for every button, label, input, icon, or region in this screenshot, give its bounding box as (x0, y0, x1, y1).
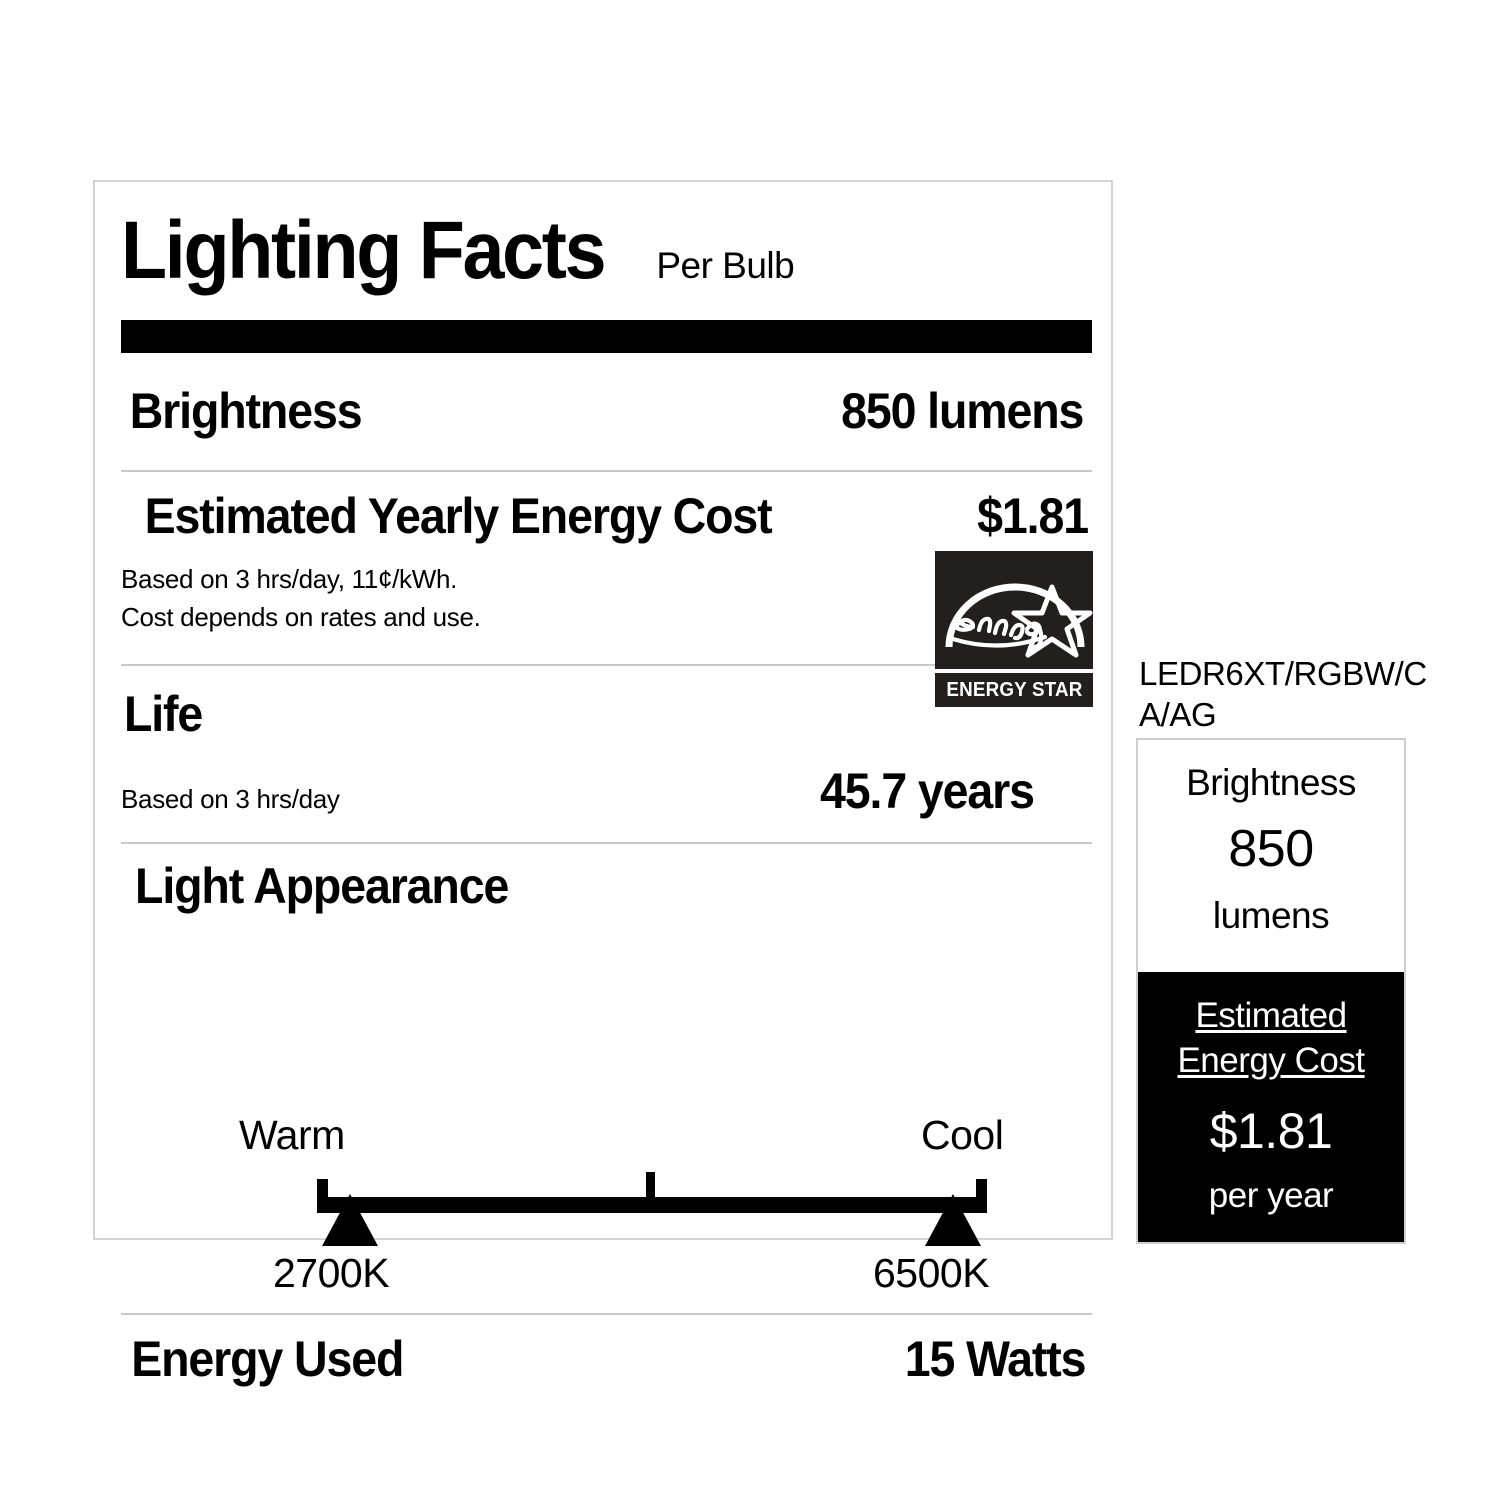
row-energy-used: Energy Used 15 Watts (121, 1330, 1092, 1388)
title-rule (121, 320, 1092, 353)
scale-marker-warm-icon (322, 1194, 378, 1246)
energy-star-logo: ENERGY STAR (935, 551, 1093, 707)
energy-cost-value: $1.81 (977, 488, 1089, 544)
scale-cool-label: Cool (921, 1112, 1004, 1158)
side-energy-cost-value: $1.81 (1209, 1102, 1333, 1159)
side-brightness-block: Brightness 850 lumens (1138, 740, 1404, 972)
row-energy-cost: Estimated Yearly Energy Cost $1.81 (121, 487, 1092, 545)
divider-after-brightness (121, 470, 1092, 472)
energy-cost-label: Estimated Yearly Energy Cost (144, 488, 773, 544)
side-summary-panel: Brightness 850 lumens Estimated Energy C… (1136, 738, 1406, 1244)
row-brightness: Brightness 850 lumens (121, 382, 1092, 440)
scale-warm-value: 2700K (273, 1250, 390, 1296)
brightness-label: Brightness (129, 383, 363, 439)
energy-used-value: 15 Watts (904, 1331, 1087, 1387)
scale-marker-cool-icon (925, 1194, 981, 1246)
energy-star-mark-icon (935, 551, 1093, 669)
life-value: 45.7 years (820, 763, 1035, 819)
side-energy-cost-block: Estimated Energy Cost $1.81 per year (1138, 972, 1404, 1242)
side-energy-cost-label-line-2: Energy Cost (1177, 1040, 1365, 1080)
side-brightness-unit: lumens (1212, 895, 1330, 936)
divider-after-light-appearance (121, 1313, 1092, 1315)
energy-cost-note-line-2: Cost depends on rates and use. (121, 602, 481, 632)
lighting-facts-inner: Lighting Facts Per Bulb Brightness 850 l… (121, 182, 1092, 1387)
label-title-row: Lighting Facts Per Bulb (121, 205, 795, 300)
page-title: Lighting Facts (121, 205, 607, 296)
scale-warm-label: Warm (239, 1112, 345, 1158)
scale-center-tick (646, 1172, 655, 1202)
scale-cool-value: 6500K (873, 1250, 990, 1296)
energy-used-label: Energy Used (131, 1331, 404, 1387)
divider-after-energy-cost (121, 664, 1092, 666)
energy-cost-note-line-1: Based on 3 hrs/day, 11¢/kWh. (121, 564, 458, 594)
life-note: Based on 3 hrs/day (121, 784, 340, 814)
side-brightness-value: 850 (1228, 820, 1314, 878)
brightness-value: 850 lumens (840, 383, 1084, 439)
lighting-facts-panel: Lighting Facts Per Bulb Brightness 850 l… (93, 180, 1113, 1387)
light-appearance-scale: Warm Cool 2700K 6500K (121, 1112, 1092, 1312)
energy-star-band-text: ENERGY STAR (945, 678, 1083, 701)
energy-star-band: ENERGY STAR (935, 673, 1093, 707)
divider-after-life (121, 842, 1092, 844)
side-energy-cost-label-line-1: Estimated (1195, 996, 1347, 1035)
life-label: Life (123, 686, 203, 742)
side-brightness-label: Brightness (1186, 762, 1356, 803)
page-title-suffix: Per Bulb (656, 245, 795, 286)
light-appearance-label: Light Appearance (135, 858, 509, 914)
model-number: LEDR6XT/RGBW/CA/AG (1139, 655, 1427, 734)
scale-bar (317, 1197, 987, 1213)
scale-endcap-right (976, 1179, 987, 1213)
side-energy-cost-unit: per year (1208, 1175, 1334, 1215)
